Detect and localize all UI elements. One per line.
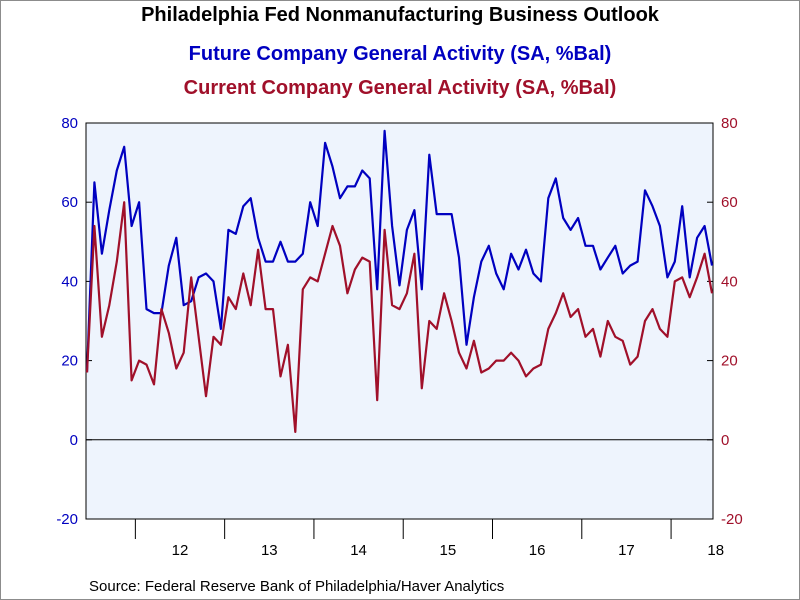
chart-title: Philadelphia Fed Nonmanufacturing Busine…: [141, 4, 659, 26]
y-tick-label-left: -20: [56, 511, 78, 528]
y-tick-label-left: 80: [61, 115, 78, 132]
x-tick-label: 15: [440, 542, 457, 559]
y-tick-label-right: -20: [721, 511, 743, 528]
x-tick-label: 13: [261, 542, 278, 559]
x-tick-label: 17: [618, 542, 635, 559]
plot-area: [85, 122, 714, 520]
x-tick-label: 12: [172, 542, 189, 559]
source-note: Source: Federal Reserve Bank of Philadel…: [89, 578, 505, 595]
y-tick-label-left: 60: [61, 194, 78, 211]
current-activity-series-line: [85, 201, 714, 433]
x-tick-label: 18: [707, 542, 724, 559]
y-tick-label-right: 60: [721, 194, 738, 211]
y-tick-label-left: 40: [61, 273, 78, 290]
current-series-title: Current Company General Activity (SA, %B…: [183, 77, 617, 99]
future-activity-series-line: [85, 129, 714, 373]
future-series-title: Future Company General Activity (SA, %Ba…: [188, 43, 612, 65]
y-tick-label-left: 0: [70, 432, 78, 449]
y-tick-label-left: 20: [61, 353, 78, 370]
x-tick-label: 16: [529, 542, 546, 559]
y-tick-label-right: 80: [721, 115, 738, 132]
y-tick-label-right: 40: [721, 273, 738, 290]
y-tick-label-right: 20: [721, 353, 738, 370]
x-tick-label: 14: [350, 542, 367, 559]
y-tick-label-right: 0: [721, 432, 729, 449]
